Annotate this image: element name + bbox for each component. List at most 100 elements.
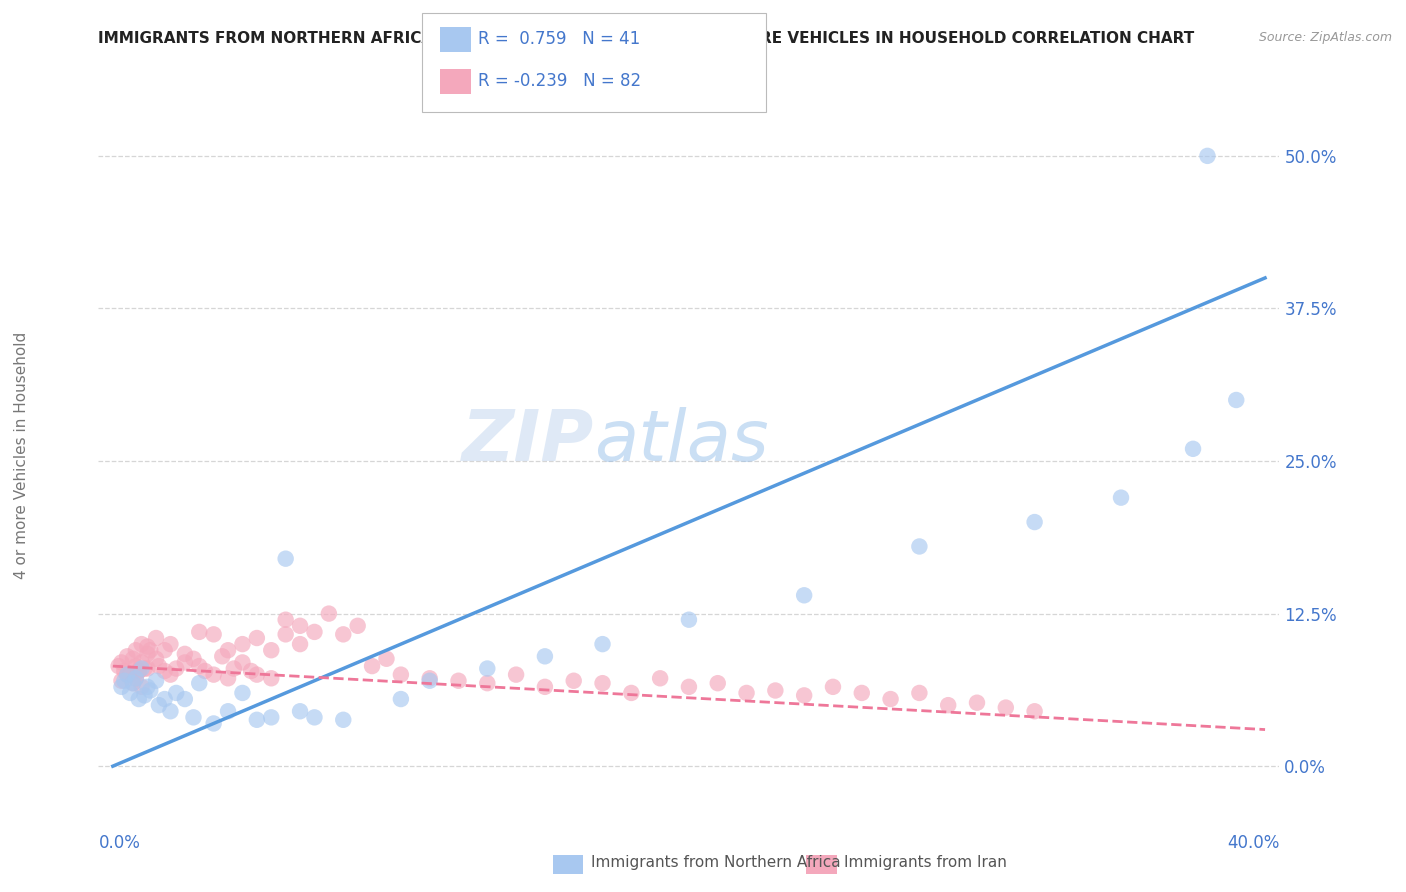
Point	[318, 607, 340, 621]
Point	[706, 676, 728, 690]
Point	[173, 647, 195, 661]
Point	[994, 700, 1017, 714]
Point	[131, 637, 153, 651]
Point	[122, 676, 145, 690]
Point	[260, 643, 283, 657]
Text: atlas: atlas	[595, 407, 769, 475]
Point	[128, 664, 150, 678]
Point	[240, 664, 263, 678]
Point	[678, 680, 700, 694]
Point	[821, 680, 844, 694]
Point	[188, 659, 211, 673]
Point	[1024, 515, 1046, 529]
Point	[1182, 442, 1205, 456]
Point	[153, 643, 176, 657]
Point	[120, 686, 142, 700]
Point	[115, 649, 138, 664]
Point	[159, 704, 181, 718]
Point	[139, 683, 162, 698]
Point	[505, 667, 527, 681]
Point	[136, 680, 159, 694]
Point	[115, 667, 138, 681]
Text: R =  0.759   N = 41: R = 0.759 N = 41	[478, 30, 640, 48]
Point	[173, 692, 195, 706]
Point	[650, 671, 672, 685]
Text: Immigrants from Northern Africa: Immigrants from Northern Africa	[591, 855, 841, 870]
Point	[134, 661, 156, 675]
Point	[112, 664, 135, 678]
Point	[274, 551, 297, 566]
Text: 40.0%: 40.0%	[1227, 834, 1279, 852]
Point	[620, 686, 643, 700]
Point	[110, 656, 132, 670]
Text: IMMIGRANTS FROM NORTHERN AFRICA VS IMMIGRANTS FROM IRAN 4 OR MORE VEHICLES IN HO: IMMIGRANTS FROM NORTHERN AFRICA VS IMMIG…	[98, 31, 1195, 46]
Text: R = -0.239   N = 82: R = -0.239 N = 82	[478, 72, 641, 90]
Point	[110, 680, 132, 694]
Point	[125, 659, 148, 673]
Point	[477, 661, 499, 675]
Text: 4 or more Vehicles in Household: 4 or more Vehicles in Household	[14, 331, 28, 579]
Point	[165, 686, 187, 700]
Point	[477, 676, 499, 690]
Point	[246, 713, 269, 727]
Point	[139, 643, 162, 657]
Point	[131, 656, 153, 670]
Point	[217, 704, 239, 718]
Point	[288, 637, 311, 651]
Point	[202, 667, 225, 681]
Point	[122, 676, 145, 690]
Point	[125, 671, 148, 685]
Point	[159, 637, 181, 651]
Point	[592, 676, 614, 690]
Point	[735, 686, 758, 700]
Point	[217, 643, 239, 657]
Text: 0.0%: 0.0%	[98, 834, 141, 852]
Point	[183, 652, 205, 666]
Point	[447, 673, 470, 688]
Point	[534, 649, 557, 664]
Point	[165, 661, 187, 675]
Text: Immigrants from Iran: Immigrants from Iran	[844, 855, 1007, 870]
Point	[966, 696, 988, 710]
Point	[246, 631, 269, 645]
Point	[793, 588, 815, 602]
Point	[304, 710, 326, 724]
Point	[231, 656, 253, 670]
Point	[562, 673, 585, 688]
Point	[217, 671, 239, 685]
Point	[183, 710, 205, 724]
Point	[1024, 704, 1046, 718]
Point	[136, 647, 159, 661]
Point	[1225, 392, 1247, 407]
Point	[332, 627, 354, 641]
Point	[134, 689, 156, 703]
Point	[222, 661, 245, 675]
Point	[419, 673, 441, 688]
Point	[110, 673, 132, 688]
Point	[136, 661, 159, 675]
Point	[128, 664, 150, 678]
Point	[131, 661, 153, 675]
Point	[678, 613, 700, 627]
Point	[1109, 491, 1132, 505]
Point	[188, 676, 211, 690]
Point	[763, 683, 786, 698]
Point	[148, 698, 170, 713]
Point	[145, 652, 167, 666]
Point	[332, 713, 354, 727]
Point	[879, 692, 901, 706]
Point	[231, 637, 253, 651]
Point	[288, 619, 311, 633]
Point	[534, 680, 557, 694]
Point	[908, 686, 931, 700]
Point	[389, 667, 412, 681]
Point	[153, 692, 176, 706]
Point	[851, 686, 873, 700]
Point	[346, 619, 368, 633]
Point	[153, 664, 176, 678]
Point	[592, 637, 614, 651]
Point	[361, 659, 384, 673]
Point	[260, 710, 283, 724]
Text: ZIP: ZIP	[463, 407, 595, 475]
Point	[188, 624, 211, 639]
